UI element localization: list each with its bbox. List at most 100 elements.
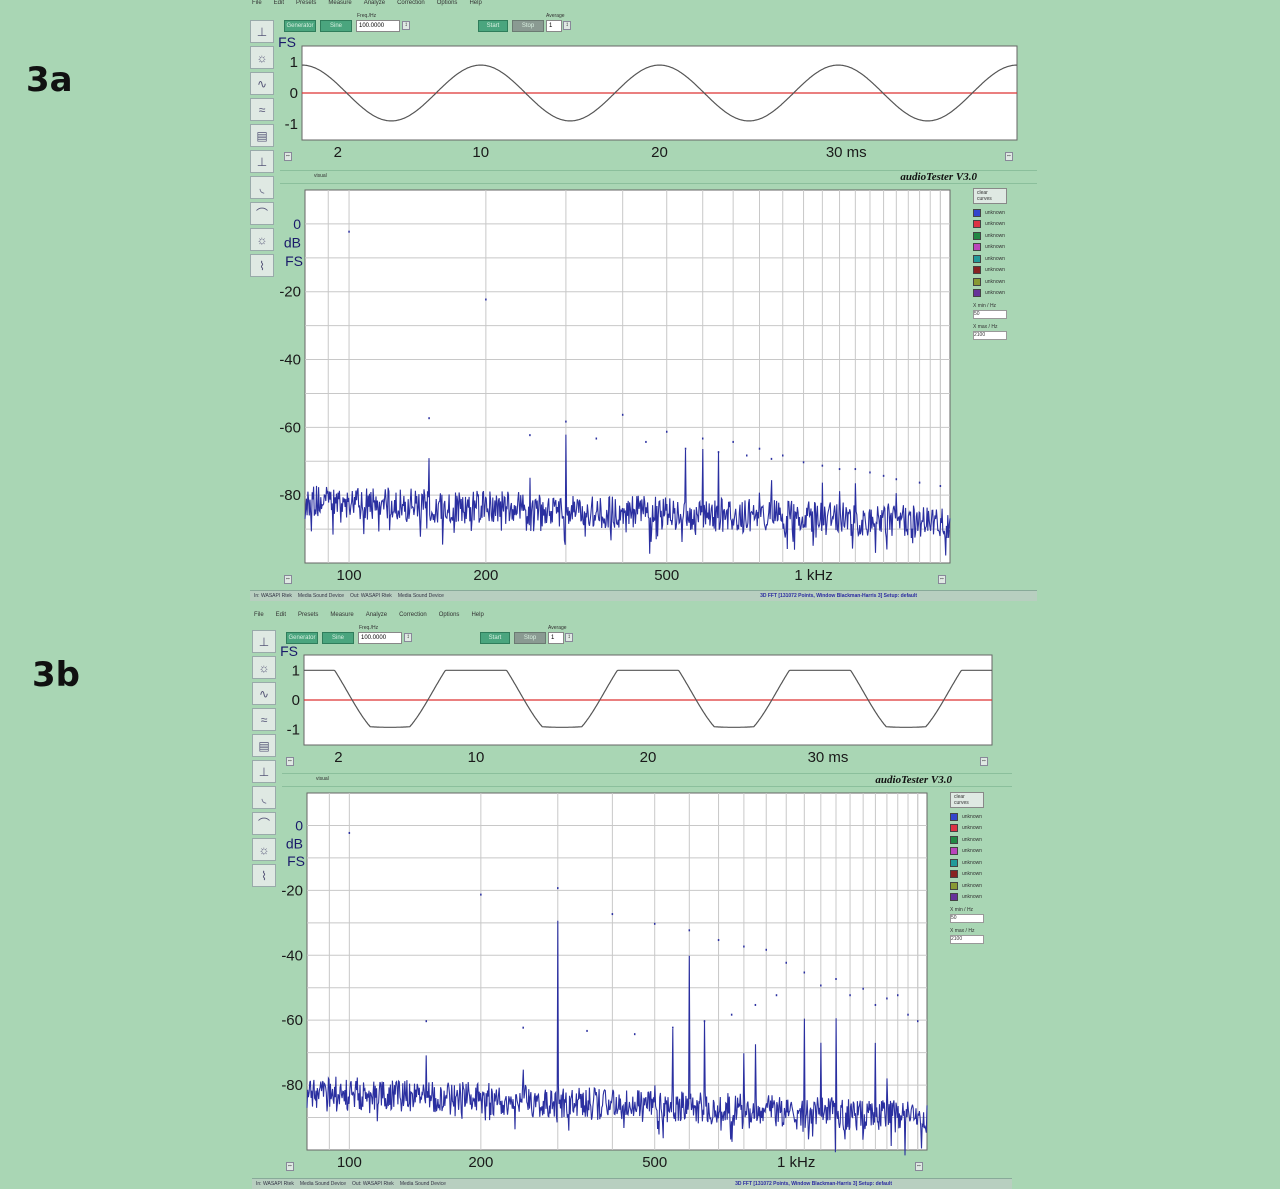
time-zoom-buttons[interactable]: ⇔ [284, 152, 292, 161]
thd-icon[interactable]: ≈ [250, 98, 274, 121]
waveform-y-tick: 0 [292, 692, 300, 709]
status-bar: In: WASAPI Rtek Media Sound Device Out: WA… [252, 1178, 1012, 1189]
spectrum-plot: 0 -20 -40 -60 -80 dB FS 100 200 500 1 kHz [279, 189, 951, 584]
waveform-button[interactable]: Sine [320, 20, 352, 32]
xmax-input[interactable]: 2100 [950, 935, 984, 944]
xmin-label: X min / Hz [950, 907, 974, 913]
stop-button[interactable]: Stop [512, 20, 544, 32]
time-scroll-button[interactable]: ⇔ [1005, 152, 1013, 161]
legend-item[interactable]: unknown [950, 857, 984, 869]
legend-item-label: unknown [962, 882, 983, 889]
xmax-input[interactable]: 2100 [973, 331, 1007, 340]
generator-icon[interactable]: ☼ [252, 656, 276, 679]
legend-swatch [950, 824, 958, 833]
legend-item[interactable]: unknown [950, 811, 984, 823]
sweep-icon[interactable]: ◟ [252, 786, 276, 809]
legend-item[interactable]: unknown [973, 276, 1007, 288]
thd-icon[interactable]: ≈ [252, 708, 276, 731]
spectrum-x-tick: 500 [654, 567, 679, 584]
waveform-button[interactable]: Sine [322, 632, 354, 644]
legend-item[interactable]: unknown [950, 892, 984, 904]
start-button[interactable]: Start [478, 20, 508, 32]
menu-analyze[interactable]: Analyze [363, 0, 386, 6]
generator-button[interactable]: Generator [284, 20, 316, 32]
menu-help[interactable]: Help [471, 612, 484, 618]
legend-item[interactable]: unknown [950, 846, 984, 858]
generator-button[interactable]: Generator [286, 632, 318, 644]
spectrum-scroll-button[interactable]: ⇔ [915, 1162, 923, 1171]
oscilloscope-icon[interactable]: ⊥ [252, 630, 276, 653]
menu-measure[interactable]: Measure [328, 0, 352, 6]
legend-item-label: unknown [962, 848, 983, 855]
menu-presets[interactable]: Presets [296, 0, 317, 6]
average-input[interactable]: 1 [548, 632, 564, 644]
spectrum-icon[interactable]: ⊥ [252, 760, 276, 783]
menu-options[interactable]: Options [436, 0, 458, 6]
waveform-y-unit: FS [280, 643, 298, 659]
freq-input[interactable]: 100.0000 [358, 632, 402, 644]
phase-icon[interactable]: ☼ [250, 228, 274, 251]
clear-curves-button[interactable]: clear curves [973, 188, 1007, 204]
sweep-icon[interactable]: ◟ [250, 176, 274, 199]
menu-file[interactable]: File [252, 0, 262, 6]
waveform-x-tick: 2 [334, 749, 342, 766]
freq-spinner[interactable]: ↕ [404, 633, 412, 642]
xmax-label: X max / Hz [973, 324, 998, 330]
distortion-icon[interactable]: ∿ [250, 72, 274, 95]
spectrum-zoom-buttons[interactable]: ⇔ [284, 575, 292, 584]
distortion-icon[interactable]: ∿ [252, 682, 276, 705]
legend-item[interactable]: unknown [950, 869, 984, 881]
legend-swatch [973, 208, 981, 217]
level-icon[interactable]: ▤ [252, 734, 276, 757]
legend-item-label: unknown [985, 255, 1006, 262]
menu-help[interactable]: Help [469, 0, 482, 6]
average-spinner[interactable]: ↕ [565, 633, 573, 642]
waveform-x-tick: 20 [651, 144, 668, 161]
menu-edit[interactable]: Edit [275, 612, 287, 618]
xmin-input[interactable]: 50 [950, 914, 984, 923]
legend-item[interactable]: unknown [973, 207, 1007, 219]
legend-item[interactable]: unknown [950, 834, 984, 846]
menu-edit[interactable]: Edit [273, 0, 285, 6]
waveform-trace [302, 64, 1017, 122]
legend-item[interactable]: unknown [973, 230, 1007, 242]
legend-swatch [973, 277, 981, 286]
spectrum-scroll-button[interactable]: ⇔ [938, 575, 946, 584]
spectrum-icon[interactable]: ⊥ [250, 150, 274, 173]
time-zoom-buttons[interactable]: ⇔ [286, 757, 294, 766]
legend-item[interactable]: unknown [973, 242, 1007, 254]
response-icon[interactable]: ⌇ [250, 254, 274, 277]
spectrum-zoom-buttons[interactable]: ⇔ [286, 1162, 294, 1171]
legend-item-label: unknown [962, 825, 983, 832]
stop-button[interactable]: Stop [514, 632, 546, 644]
impedance-icon[interactable]: ⌒ [252, 812, 276, 835]
average-input[interactable]: 1 [546, 20, 562, 32]
menu-analyze[interactable]: Analyze [365, 612, 388, 618]
menu-correction[interactable]: Correction [399, 612, 427, 618]
legend-item[interactable]: unknown [973, 253, 1007, 265]
legend-item[interactable]: unknown [950, 823, 984, 835]
level-icon[interactable]: ▤ [250, 124, 274, 147]
start-button[interactable]: Start [480, 632, 510, 644]
freq-spinner[interactable]: ↕ [402, 21, 410, 30]
freq-input[interactable]: 100.0000 [356, 20, 400, 32]
menu-measure[interactable]: Measure [330, 612, 354, 618]
generator-icon[interactable]: ☼ [250, 46, 274, 69]
menu-options[interactable]: Options [438, 612, 460, 618]
menu-file[interactable]: File [254, 612, 264, 618]
oscilloscope-icon[interactable]: ⊥ [250, 20, 274, 43]
legend-item[interactable]: unknown [973, 265, 1007, 277]
legend-item[interactable]: unknown [973, 288, 1007, 300]
phase-icon[interactable]: ☼ [252, 838, 276, 861]
impedance-icon[interactable]: ⌒ [250, 202, 274, 225]
legend-item[interactable]: unknown [973, 219, 1007, 231]
time-scroll-button[interactable]: ⇔ [980, 757, 988, 766]
legend-item[interactable]: unknown [950, 880, 984, 892]
xmin-input[interactable]: 50 [973, 310, 1007, 319]
response-icon[interactable]: ⌇ [252, 864, 276, 887]
clear-curves-button[interactable]: clear curves [950, 792, 984, 808]
average-spinner[interactable]: ↕ [563, 21, 571, 30]
menu-correction[interactable]: Correction [397, 0, 425, 6]
menu-presets[interactable]: Presets [298, 612, 319, 618]
status-analysis: 3D FFT [131072 Points, Window Blackman-H… [760, 593, 917, 599]
